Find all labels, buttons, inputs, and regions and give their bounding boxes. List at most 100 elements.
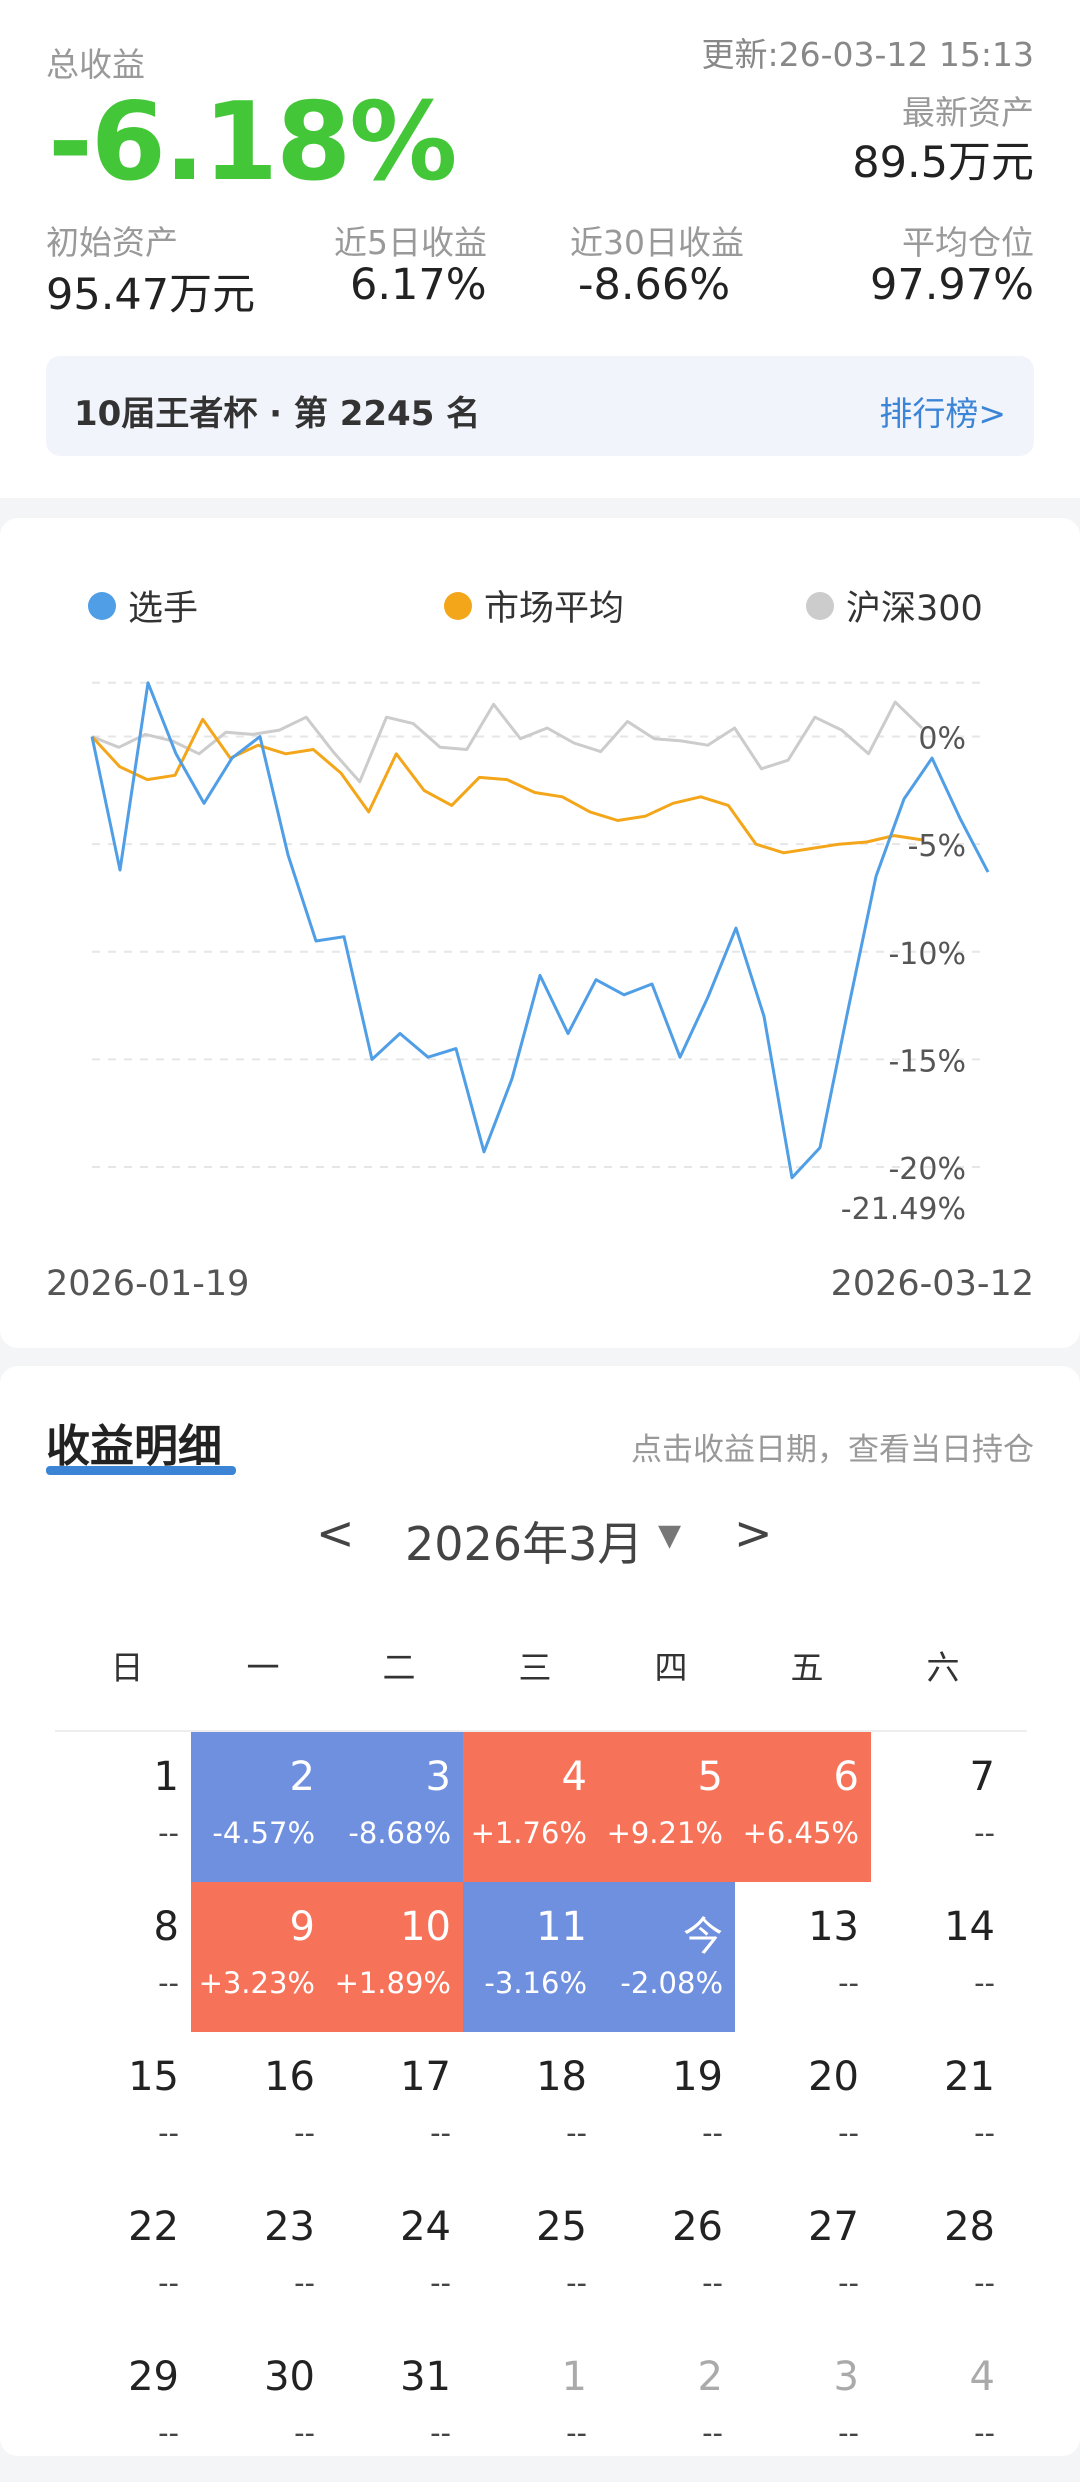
legend-hs300: 沪深300 xyxy=(806,580,983,631)
calendar-day-return: -- xyxy=(702,2266,723,2300)
calendar-day-return: -- xyxy=(294,2266,315,2300)
rank-banner[interactable]: 10届王者杯 · 第 2245 名 排行榜> xyxy=(46,356,1034,456)
calendar-day-return: -- xyxy=(430,2116,451,2150)
calendar-day[interactable]: 29 -- xyxy=(55,2332,191,2482)
summary-card: 总收益 -6.18% 更新:26-03-12 15:13 最新资产 89.5万元… xyxy=(0,0,1080,498)
next-month-button[interactable]: > xyxy=(734,1506,773,1560)
calendar-day-return: -- xyxy=(838,1966,859,2000)
calendar-day-number: 7 xyxy=(969,1754,995,1800)
calendar-day[interactable]: 17 -- xyxy=(327,2032,463,2182)
calendar-day[interactable]: 3 -8.68% xyxy=(327,1732,463,1882)
weekday-divider xyxy=(55,1730,1027,1732)
calendar-day[interactable]: 18 -- xyxy=(463,2032,599,2182)
calendar-day[interactable]: 16 -- xyxy=(191,2032,327,2182)
calendar-day[interactable]: 30 -- xyxy=(191,2332,327,2482)
calendar-day-number: 11 xyxy=(536,1904,587,1950)
calendar-day-number: 2 xyxy=(697,2354,723,2400)
calendar-day-number: 1 xyxy=(561,2354,587,2400)
calendar-day-return: -- xyxy=(294,2116,315,2150)
calendar-day-return: +1.76% xyxy=(470,1816,587,1850)
weekday-4: 四 xyxy=(654,1648,688,1687)
return-chart: 0% -5% -10% -15% -20% -21.49% xyxy=(90,681,990,1227)
update-time: 更新:26-03-12 15:13 xyxy=(701,35,1035,74)
calendar-day-number: 30 xyxy=(264,2354,315,2400)
five-day-return-label: 近5日收益 xyxy=(334,223,487,262)
calendar-day[interactable]: 5 +9.21% xyxy=(599,1732,735,1882)
calendar-day-number: 23 xyxy=(264,2204,315,2250)
legend-player-label: 选手 xyxy=(128,589,199,629)
calendar-day-return: -- xyxy=(430,2416,451,2450)
y-tick-label: 0% xyxy=(918,722,966,757)
calendar-day[interactable]: 9 +3.23% xyxy=(191,1882,327,2032)
calendar-day-number: 4 xyxy=(969,2354,995,2400)
calendar-day[interactable]: 19 -- xyxy=(599,2032,735,2182)
weekday-2: 二 xyxy=(382,1648,416,1687)
calendar-day-number: 5 xyxy=(697,1754,723,1800)
calendar-day[interactable]: 1 -- xyxy=(463,2332,599,2482)
calendar-day-return: -- xyxy=(702,2416,723,2450)
calendar-day-return: -8.68% xyxy=(348,1816,451,1850)
y-tick-label: -5% xyxy=(908,829,966,864)
calendar-day-return: -- xyxy=(838,2266,859,2300)
calendar-day[interactable]: 3 -- xyxy=(735,2332,871,2482)
calendar-day[interactable]: 1 -- xyxy=(55,1732,191,1882)
total-return-value: -6.18% xyxy=(48,80,458,205)
calendar-day-number: 10 xyxy=(400,1904,451,1950)
calendar-day[interactable]: 今 -2.08% xyxy=(599,1882,735,2032)
calendar-day-return: -- xyxy=(974,1816,995,1850)
calendar-day[interactable]: 31 -- xyxy=(327,2332,463,2482)
calendar-day[interactable]: 4 -- xyxy=(871,2332,1007,2482)
calendar-day-number: 14 xyxy=(944,1904,995,1950)
calendar-day-return: -- xyxy=(158,2266,179,2300)
calendar-day[interactable]: 6 +6.45% xyxy=(735,1732,871,1882)
caret-down-icon[interactable]: ▼ xyxy=(658,1518,682,1553)
y-tick-label: -20% xyxy=(888,1152,966,1187)
calendar-day[interactable]: 2 -- xyxy=(599,2332,735,2482)
player-line xyxy=(90,681,990,1180)
calendar-day[interactable]: 15 -- xyxy=(55,2032,191,2182)
calendar-day[interactable]: 11 -3.16% xyxy=(463,1882,599,2032)
calendar-day-return: -- xyxy=(838,2416,859,2450)
calendar-day[interactable]: 25 -- xyxy=(463,2182,599,2332)
legend-market: 市场平均 xyxy=(444,580,624,631)
calendar-day-number: 28 xyxy=(944,2204,995,2250)
calendar-day-number: 9 xyxy=(289,1904,315,1950)
calendar-day-number: 16 xyxy=(264,2054,315,2100)
min-value-label: -21.49% xyxy=(841,1192,966,1227)
calendar-day-number: 2 xyxy=(289,1754,315,1800)
calendar-day[interactable]: 2 -4.57% xyxy=(191,1732,327,1882)
calendar-day[interactable]: 21 -- xyxy=(871,2032,1007,2182)
calendar-day-number: 19 xyxy=(672,2054,723,2100)
calendar-day[interactable]: 23 -- xyxy=(191,2182,327,2332)
latest-asset-label: 最新资产 xyxy=(902,93,1034,132)
calendar-day-return: -- xyxy=(974,1966,995,2000)
calendar-day[interactable]: 13 -- xyxy=(735,1882,871,2032)
calendar-day[interactable]: 10 +1.89% xyxy=(327,1882,463,2032)
calendar-day-return: +9.21% xyxy=(606,1816,723,1850)
month-selector[interactable]: 2026年3月 xyxy=(405,1517,644,1571)
calendar-day[interactable]: 22 -- xyxy=(55,2182,191,2332)
calendar-day[interactable]: 27 -- xyxy=(735,2182,871,2332)
calendar-day[interactable]: 14 -- xyxy=(871,1882,1007,2032)
calendar-day[interactable]: 26 -- xyxy=(599,2182,735,2332)
legend-market-dot xyxy=(444,591,472,620)
calendar-day[interactable]: 7 -- xyxy=(871,1732,1007,1882)
weekday-6: 六 xyxy=(926,1648,960,1687)
calendar-day[interactable]: 24 -- xyxy=(327,2182,463,2332)
prev-month-button[interactable]: < xyxy=(316,1506,355,1560)
calendar-day-number: 3 xyxy=(833,2354,859,2400)
leaderboard-link[interactable]: 排行榜> xyxy=(879,394,1006,433)
calendar-day-return: -- xyxy=(158,1966,179,2000)
calendar-day[interactable]: 20 -- xyxy=(735,2032,871,2182)
legend-player: 选手 xyxy=(88,580,198,631)
legend-player-dot xyxy=(88,591,116,620)
calendar-day-return: -- xyxy=(702,2116,723,2150)
weekday-1: 一 xyxy=(246,1648,280,1687)
calendar-day-number: 15 xyxy=(128,2054,179,2100)
section-title-underline xyxy=(46,1466,236,1475)
calendar-day[interactable]: 8 -- xyxy=(55,1882,191,2032)
calendar-day-number: 17 xyxy=(400,2054,451,2100)
avg-position-value: 97.97% xyxy=(870,260,1034,310)
calendar-day[interactable]: 28 -- xyxy=(871,2182,1007,2332)
calendar-day[interactable]: 4 +1.76% xyxy=(463,1732,599,1882)
